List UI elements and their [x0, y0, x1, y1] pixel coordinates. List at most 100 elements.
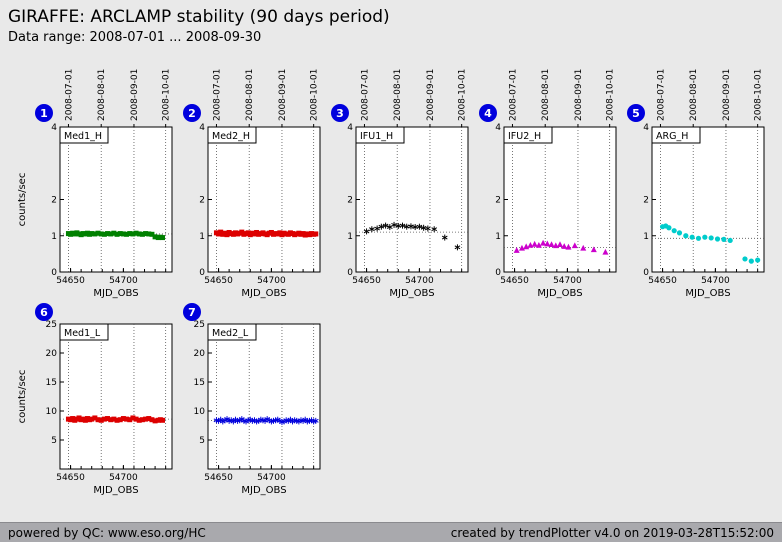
plot-series-label: IFU1_H [360, 131, 393, 142]
y-tick-label: 10 [46, 407, 58, 417]
svg-text:1: 1 [40, 107, 48, 120]
svg-text:6: 6 [40, 306, 48, 319]
x-axis-label: MJD_OBS [93, 288, 138, 299]
y-tick-label: 0 [347, 268, 353, 278]
x-tick-label: 54700 [109, 276, 138, 286]
footer-created-by: created by trendPlotter v4.0 on 2019-03-… [450, 525, 774, 540]
plot-Med1_L: 5 10 15 20 25 54650 54700 MJD_OBS counts/sec Med1… [14, 302, 178, 499]
y-tick-label: 20 [194, 349, 206, 359]
plot-badge-6[interactable]: 6 [35, 303, 53, 321]
plot-series-label: Med1_H [64, 131, 102, 142]
plot-badge-4[interactable]: 4 [479, 104, 497, 122]
date-tick-label: 2008-09-01 [426, 69, 436, 121]
data-points [65, 415, 165, 424]
date-tick-label: 2008-10-01 [310, 69, 320, 121]
plot-series-label: IFU2_H [508, 131, 541, 142]
date-tick-label: 2008-09-01 [278, 69, 288, 121]
date-tick-label: 2008-09-01 [722, 69, 732, 121]
plot-badge-3[interactable]: 3 [331, 104, 349, 122]
date-tick-label: 2008-09-01 [574, 69, 584, 121]
page-title: GIRAFFE: ARCLAMP stability (90 days peri… [8, 7, 390, 27]
x-tick-label: 54700 [257, 276, 286, 286]
date-tick-label: 2008-08-01 [97, 69, 107, 121]
data-points [659, 223, 761, 264]
x-tick-label: 54650 [352, 276, 381, 286]
plots-area: 2008-07-01 2008-08-01 2008-09-01 2008-10-01… [0, 49, 782, 499]
x-axis-label: MJD_OBS [241, 485, 286, 496]
plot-IFU2_H: 2008-07-01 2008-08-01 2008-09-01 2008-10-01… [474, 49, 622, 302]
y-tick-label: 5 [51, 436, 57, 446]
date-tick-label: 2008-08-01 [393, 69, 403, 121]
date-tick-label: 2008-07-01 [360, 69, 370, 121]
plot-Med1_H: 2008-07-01 2008-08-01 2008-09-01 2008-10-01… [14, 49, 178, 302]
y-tick-label: 0 [643, 268, 649, 278]
svg-text:2: 2 [188, 107, 196, 120]
plot-series-label: Med2_L [212, 328, 249, 339]
y-tick-label: 0 [51, 268, 57, 278]
y-tick-label: 0 [199, 268, 205, 278]
plot-row-1: 2008-07-01 2008-08-01 2008-09-01 2008-10-01… [14, 49, 782, 302]
plot-row-2: 5 10 15 20 25 54650 54700 MJD_OBS counts/sec Med1… [14, 302, 782, 499]
plot-badge-1[interactable]: 1 [35, 104, 53, 122]
plot-series-label: Med1_L [64, 328, 101, 339]
date-tick-label: 2008-07-01 [64, 69, 74, 121]
x-tick-label: 54650 [204, 276, 233, 286]
data-points [213, 229, 319, 238]
footer-powered-by: powered by QC: www.eso.org/HC [8, 525, 206, 540]
y-tick-label: 4 [347, 123, 353, 133]
svg-text:3: 3 [336, 107, 344, 120]
y-tick-label: 1 [347, 232, 353, 242]
plot-IFU1_H: 2008-07-01 2008-08-01 2008-09-01 2008-10-01… [326, 49, 474, 302]
x-axis-label: MJD_OBS [93, 485, 138, 496]
y-axis-label: counts/sec [17, 370, 28, 424]
y-tick-label: 2 [199, 196, 205, 206]
plot-Med1_L-canvas: 5 10 15 20 25 54650 54700 MJD_OBS counts/sec Med1… [17, 303, 173, 496]
plot-series-label: ARG_H [656, 131, 688, 142]
data-points [213, 416, 319, 426]
y-tick-label: 1 [51, 232, 57, 242]
y-tick-label: 2 [643, 196, 649, 206]
x-tick-label: 54650 [500, 276, 529, 286]
date-tick-label: 2008-07-01 [212, 69, 222, 121]
y-tick-label: 5 [199, 436, 205, 446]
plot-Med2_L: 5 10 15 20 25 54650 54700 MJD_OBS Med2_L 7 [178, 302, 326, 499]
date-tick-label: 2008-08-01 [541, 69, 551, 121]
plot-badge-7[interactable]: 7 [183, 303, 201, 321]
y-tick-label: 15 [46, 378, 57, 388]
plot-badge-5[interactable]: 5 [627, 104, 645, 122]
data-points [363, 221, 461, 251]
x-axis-label: MJD_OBS [241, 288, 286, 299]
date-tick-label: 2008-07-01 [656, 69, 666, 121]
y-tick-label: 10 [194, 407, 206, 417]
plot-IFU1_H-canvas: 2008-07-01 2008-08-01 2008-09-01 2008-10-01… [331, 69, 469, 299]
x-tick-label: 54700 [553, 276, 582, 286]
date-tick-label: 2008-10-01 [162, 69, 172, 121]
y-tick-label: 0 [495, 268, 501, 278]
y-tick-label: 4 [51, 123, 57, 133]
svg-text:4: 4 [484, 107, 492, 120]
date-tick-label: 2008-09-01 [130, 69, 140, 121]
svg-text:7: 7 [188, 306, 196, 319]
x-tick-label: 54650 [56, 276, 85, 286]
date-tick-label: 2008-10-01 [458, 69, 468, 121]
plot-Med2_H-canvas: 2008-07-01 2008-08-01 2008-09-01 2008-10-01… [183, 69, 321, 299]
svg-text:5: 5 [632, 107, 640, 120]
y-tick-label: 1 [199, 232, 205, 242]
x-axis-label: MJD_OBS [685, 288, 730, 299]
plot-IFU2_H-canvas: 2008-07-01 2008-08-01 2008-09-01 2008-10-01… [479, 69, 617, 299]
date-tick-label: 2008-07-01 [508, 69, 518, 121]
y-axis-label: counts/sec [17, 173, 28, 227]
plot-ARG_H: 2008-07-01 2008-08-01 2008-09-01 2008-10-01… [622, 49, 770, 302]
x-tick-label: 54700 [405, 276, 434, 286]
plot-badge-2[interactable]: 2 [183, 104, 201, 122]
y-tick-label: 1 [643, 232, 649, 242]
x-tick-label: 54700 [257, 473, 286, 483]
x-tick-label: 54650 [56, 473, 85, 483]
page-header: GIRAFFE: ARCLAMP stability (90 days peri… [0, 0, 782, 45]
plot-Med1_H-canvas: 2008-07-01 2008-08-01 2008-09-01 2008-10-01… [17, 69, 173, 299]
y-tick-label: 25 [194, 320, 205, 330]
plot-Med2_H: 2008-07-01 2008-08-01 2008-09-01 2008-10-01… [178, 49, 326, 302]
y-tick-label: 20 [46, 349, 58, 359]
date-tick-label: 2008-08-01 [245, 69, 255, 121]
